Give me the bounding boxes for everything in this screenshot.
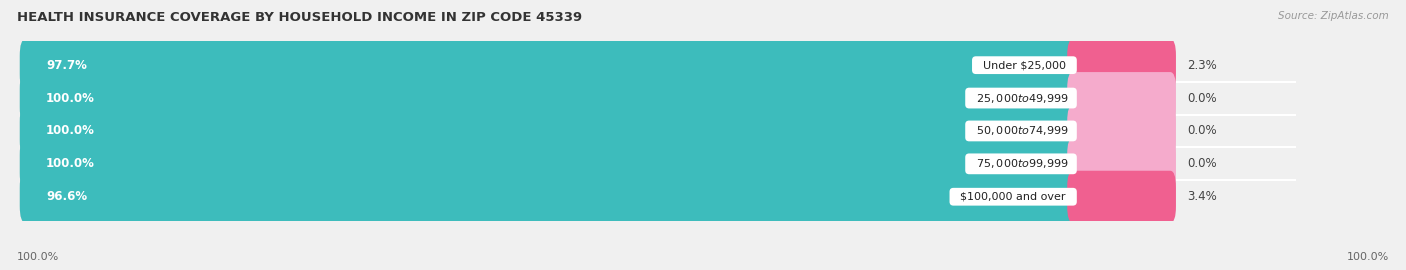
Text: 97.7%: 97.7% [46,59,87,72]
FancyBboxPatch shape [20,39,1078,91]
FancyBboxPatch shape [1067,72,1175,124]
FancyBboxPatch shape [20,39,1175,91]
Text: 100.0%: 100.0% [46,157,96,170]
FancyBboxPatch shape [1067,171,1175,223]
Text: 96.6%: 96.6% [46,190,87,203]
Text: $75,000 to $99,999: $75,000 to $99,999 [969,157,1073,170]
Text: 0.0%: 0.0% [1188,92,1218,104]
FancyBboxPatch shape [20,171,1078,223]
Text: 2.3%: 2.3% [1188,59,1218,72]
Text: 100.0%: 100.0% [1347,252,1389,262]
Text: 100.0%: 100.0% [46,92,96,104]
Text: $25,000 to $49,999: $25,000 to $49,999 [969,92,1073,104]
Text: 0.0%: 0.0% [1188,157,1218,170]
FancyBboxPatch shape [1067,138,1175,190]
Text: 3.4%: 3.4% [1188,190,1218,203]
Text: $50,000 to $74,999: $50,000 to $74,999 [969,124,1073,137]
FancyBboxPatch shape [20,171,1175,223]
Text: $100,000 and over: $100,000 and over [953,192,1073,202]
Text: Under $25,000: Under $25,000 [976,60,1073,70]
FancyBboxPatch shape [20,138,1078,190]
FancyBboxPatch shape [20,105,1175,157]
FancyBboxPatch shape [1067,39,1175,91]
FancyBboxPatch shape [1067,105,1175,157]
Text: Source: ZipAtlas.com: Source: ZipAtlas.com [1278,11,1389,21]
FancyBboxPatch shape [20,138,1175,190]
Text: 100.0%: 100.0% [17,252,59,262]
FancyBboxPatch shape [20,105,1078,157]
FancyBboxPatch shape [20,72,1078,124]
Text: 100.0%: 100.0% [46,124,96,137]
Text: 0.0%: 0.0% [1188,124,1218,137]
Text: HEALTH INSURANCE COVERAGE BY HOUSEHOLD INCOME IN ZIP CODE 45339: HEALTH INSURANCE COVERAGE BY HOUSEHOLD I… [17,11,582,24]
FancyBboxPatch shape [20,72,1175,124]
